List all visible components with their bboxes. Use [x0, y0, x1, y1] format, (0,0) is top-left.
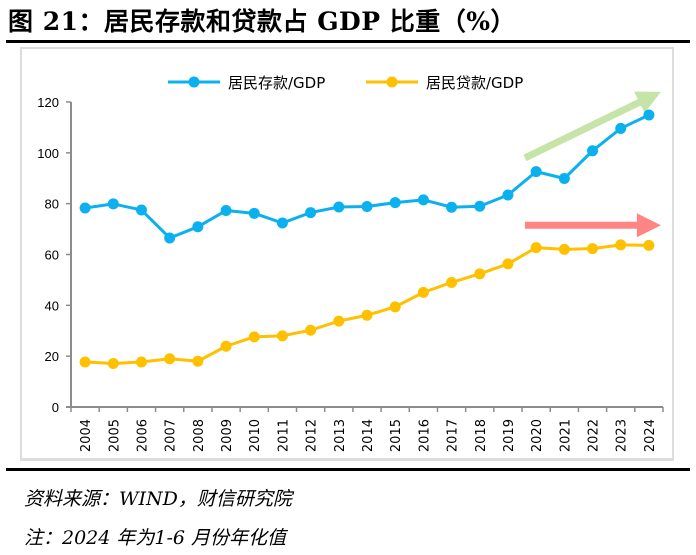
line-chart: 0 20 40 60 80 100 120 2004 2005 2006 2007 2008 2009 2… [37, 74, 664, 452]
loans-point-2024 [643, 239, 655, 251]
loans-point-2008 [192, 355, 204, 367]
loans-point-2021 [558, 243, 570, 255]
deposits-point-2022 [587, 145, 599, 157]
legend-loans-marker [386, 76, 398, 88]
y-tick-label: 0 [52, 400, 59, 415]
deposits-point-2009 [220, 205, 232, 217]
loans-point-2019 [502, 258, 514, 270]
legend-deposits-marker [188, 76, 200, 88]
loans-point-2009 [220, 340, 232, 352]
loans-point-2015 [389, 301, 401, 313]
legend-loans-label: 居民贷款/GDP [426, 74, 523, 92]
deposits-point-2013 [333, 201, 345, 213]
loans-point-2013 [333, 315, 345, 327]
deposits-point-2007 [164, 232, 176, 244]
deposits-point-2005 [107, 198, 119, 210]
x-tick-label: 2022 [587, 419, 602, 452]
y-tick-label: 120 [37, 95, 59, 110]
figure-title: 图 21：居民存款和贷款占 GDP 比重（%） [8, 7, 516, 36]
legend: 居民存款/GDP 居民贷款/GDP [168, 74, 523, 92]
y-tick-label: 100 [37, 146, 59, 161]
deposits-trend-arrow [523, 91, 661, 162]
x-tick-label: 2024 [643, 419, 658, 452]
loans-point-2004 [79, 356, 91, 368]
deposits-point-2023 [615, 122, 627, 134]
deposits-point-2020 [530, 166, 542, 178]
deposits-point-2018 [474, 200, 486, 212]
x-tick-label: 2010 [248, 419, 263, 452]
x-tick-label: 2018 [474, 419, 489, 452]
deposits-point-2014 [361, 200, 373, 212]
deposits-point-2004 [79, 202, 91, 214]
loans-point-2020 [530, 242, 542, 254]
y-tick-label: 60 [45, 248, 59, 263]
deposits-point-2019 [502, 189, 514, 201]
x-tick-label: 2017 [446, 419, 461, 452]
deposits-point-2010 [248, 207, 260, 219]
loans-point-2005 [107, 358, 119, 370]
deposits-point-2008 [192, 221, 204, 233]
loans-line [85, 243, 649, 366]
x-tick-label: 2007 [164, 419, 179, 452]
axes: 0 20 40 60 80 100 120 2004 2005 2006 2007 2008 2009 2… [37, 95, 664, 452]
x-tick-label: 2020 [530, 419, 545, 452]
top-rule [6, 40, 690, 43]
x-tick-label: 2016 [417, 419, 432, 452]
deposits-point-2016 [417, 194, 429, 206]
x-tick-label: 2005 [107, 419, 122, 452]
x-tick-label: 2021 [558, 419, 573, 452]
deposits-point-2015 [389, 197, 401, 209]
chart-frame [20, 47, 674, 461]
remark-note: 注：2024 年为1-6 月份年化值 [24, 527, 287, 549]
x-tick-label: 2014 [361, 419, 376, 452]
loans-point-2017 [446, 276, 458, 288]
x-tick-label: 2023 [615, 419, 630, 452]
x-tick-label: 2012 [305, 419, 320, 452]
deposits-point-2021 [558, 173, 570, 185]
loans-point-2023 [615, 239, 627, 251]
loans-point-2018 [474, 268, 486, 280]
deposits-point-2011 [276, 217, 288, 229]
x-tick-label: 2019 [502, 419, 517, 452]
x-tick-label: 2009 [220, 419, 235, 452]
loans-point-2011 [276, 330, 288, 342]
legend-deposits-label: 居民存款/GDP [228, 74, 325, 92]
series-layer [79, 109, 655, 370]
deposits-point-2012 [305, 207, 317, 219]
x-tick-label: 2008 [192, 419, 207, 452]
y-tick-label: 40 [45, 298, 59, 313]
y-tick-label: 80 [45, 197, 59, 212]
source-note: 资料来源：WIND，财信研究院 [24, 488, 292, 510]
x-tick-label: 2013 [333, 419, 348, 452]
y-tick-label: 20 [45, 349, 59, 364]
x-tick-label: 2006 [135, 419, 150, 452]
loans-point-2012 [305, 324, 317, 336]
bottom-rule [6, 468, 690, 471]
loans-point-2006 [135, 356, 147, 368]
x-tick-label: 2004 [79, 419, 94, 452]
loans-point-2010 [248, 331, 260, 343]
loans-point-2007 [164, 353, 176, 365]
loans-point-2022 [587, 243, 599, 255]
x-tick-label: 2015 [389, 419, 404, 452]
loans-point-2016 [417, 286, 429, 298]
deposits-point-2006 [135, 204, 147, 216]
deposits-point-2024 [643, 109, 655, 121]
loans-trend-arrow [524, 213, 661, 238]
deposits-point-2017 [446, 201, 458, 213]
x-tick-label: 2011 [276, 419, 291, 452]
trend-arrows [523, 91, 661, 238]
loans-point-2014 [361, 309, 373, 321]
